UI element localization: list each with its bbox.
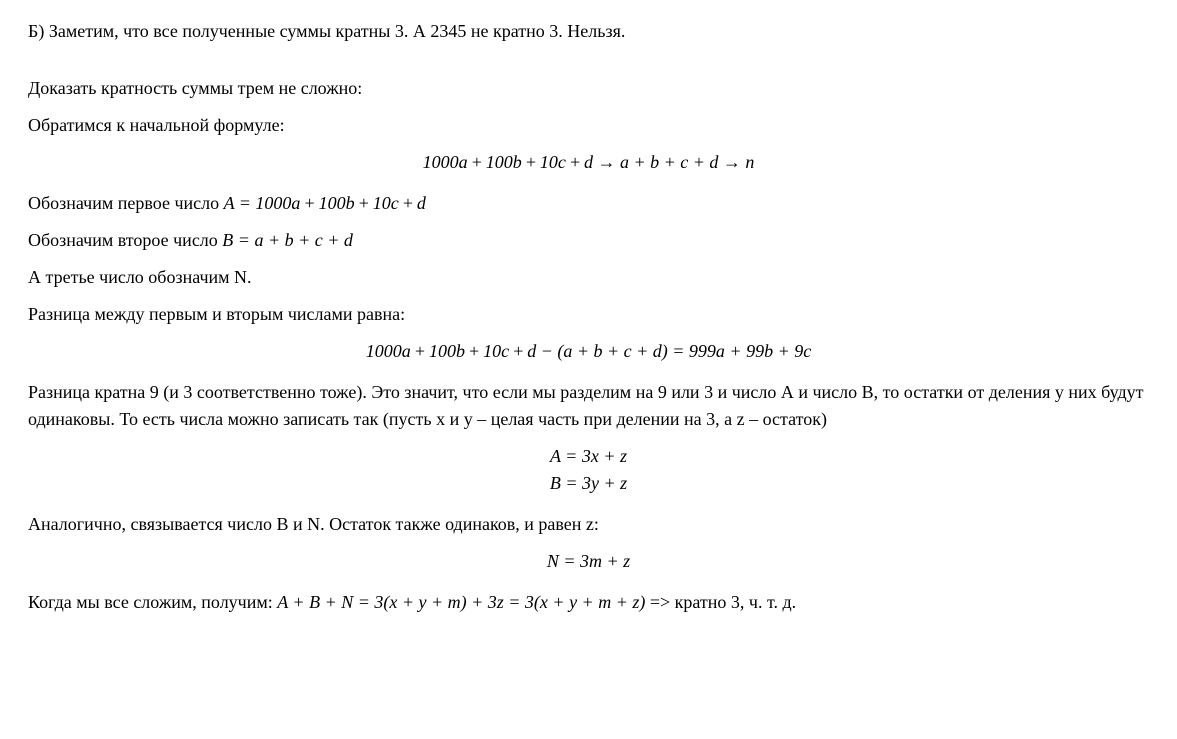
formula-a-eq: A = 3x + z — [28, 443, 1149, 470]
text-conclusion-suffix: => кратно 3, ч. т. д. — [645, 592, 796, 612]
formula-define-a: A = 1000a + 100b + 10c + d — [224, 193, 426, 213]
paragraph-n-relation: Аналогично, связывается число В и N. Ост… — [28, 511, 1149, 538]
paragraph-formula-ref: Обратимся к начальной формуле: — [28, 112, 1149, 139]
text-conclusion-prefix: Когда мы все сложим, получим: — [28, 592, 277, 612]
paragraph-define-b: Обозначим второе число B = a + b + c + d — [28, 227, 1149, 254]
paragraph-prove-intro: Доказать кратность суммы трем не сложно: — [28, 75, 1149, 102]
paragraph-divisibility-explain: Разница кратна 9 (и 3 соответственно тож… — [28, 379, 1149, 433]
formula-n-eq: N = 3m + z — [28, 548, 1149, 575]
text-define-a-prefix: Обозначим первое число — [28, 193, 224, 213]
formula-difference: 1000a + 100b + 10c + d − (a + b + c + d)… — [28, 338, 1149, 365]
formula-ab-system: A = 3x + z B = 3y + z — [28, 443, 1149, 497]
paragraph-conclusion: Когда мы все сложим, получим: A + B + N … — [28, 589, 1149, 616]
paragraph-difference-intro: Разница между первым и вторым числами ра… — [28, 301, 1149, 328]
formula-initial: 1000a + 100b + 10c + d → a + b + c + d →… — [28, 149, 1149, 176]
formula-define-b: B = a + b + c + d — [222, 230, 353, 250]
paragraph-define-a: Обозначим первое число A = 1000a + 100b … — [28, 190, 1149, 217]
formula-sum: A + B + N = 3(x + y + m) + 3z = 3(x + y … — [277, 592, 645, 612]
formula-b-eq: B = 3y + z — [28, 470, 1149, 497]
text-define-b-prefix: Обозначим второе число — [28, 230, 222, 250]
paragraph-define-n: А третье число обозначим N. — [28, 264, 1149, 291]
paragraph-b-intro: Б) Заметим, что все полученные суммы кра… — [28, 18, 1149, 45]
